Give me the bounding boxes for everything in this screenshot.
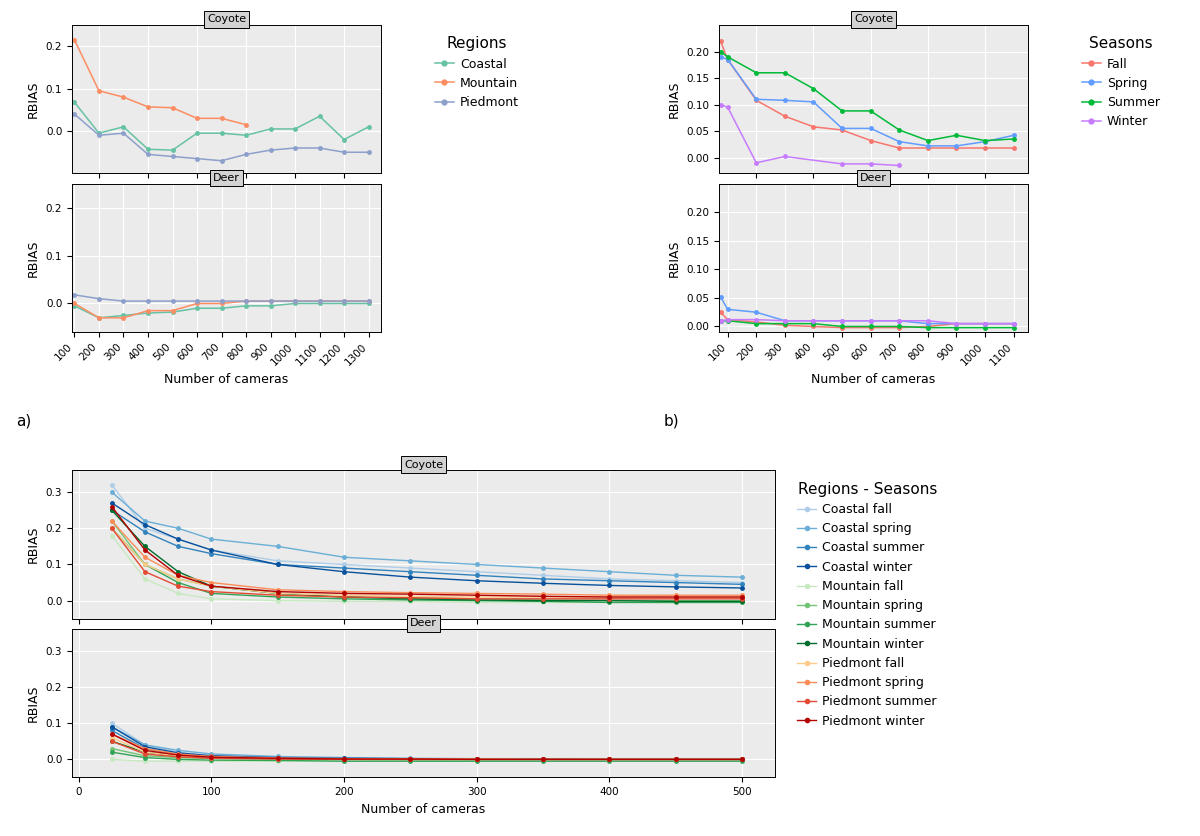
Title: Deer: Deer	[214, 173, 240, 183]
Y-axis label: RBIAS: RBIAS	[28, 526, 41, 563]
Title: Coyote: Coyote	[404, 460, 443, 470]
X-axis label: Number of cameras: Number of cameras	[811, 373, 936, 386]
Legend: Coastal, Mountain, Piedmont: Coastal, Mountain, Piedmont	[430, 31, 523, 114]
Text: a): a)	[17, 414, 31, 429]
Title: Coyote: Coyote	[854, 14, 893, 24]
Text: b): b)	[664, 414, 679, 429]
Y-axis label: RBIAS: RBIAS	[28, 239, 41, 277]
Legend: Fall, Spring, Summer, Winter: Fall, Spring, Summer, Winter	[1076, 31, 1165, 133]
X-axis label: Number of cameras: Number of cameras	[164, 373, 288, 386]
Title: Coyote: Coyote	[206, 14, 246, 24]
X-axis label: Number of cameras: Number of cameras	[361, 803, 486, 816]
Legend: Coastal fall, Coastal spring, Coastal summer, Coastal winter, Mountain fall, Mou: Coastal fall, Coastal spring, Coastal su…	[792, 477, 942, 732]
Y-axis label: RBIAS: RBIAS	[667, 239, 680, 277]
Y-axis label: RBIAS: RBIAS	[667, 80, 680, 118]
Title: Deer: Deer	[410, 619, 437, 629]
Y-axis label: RBIAS: RBIAS	[28, 685, 41, 722]
Y-axis label: RBIAS: RBIAS	[28, 80, 41, 118]
Title: Deer: Deer	[860, 173, 887, 183]
